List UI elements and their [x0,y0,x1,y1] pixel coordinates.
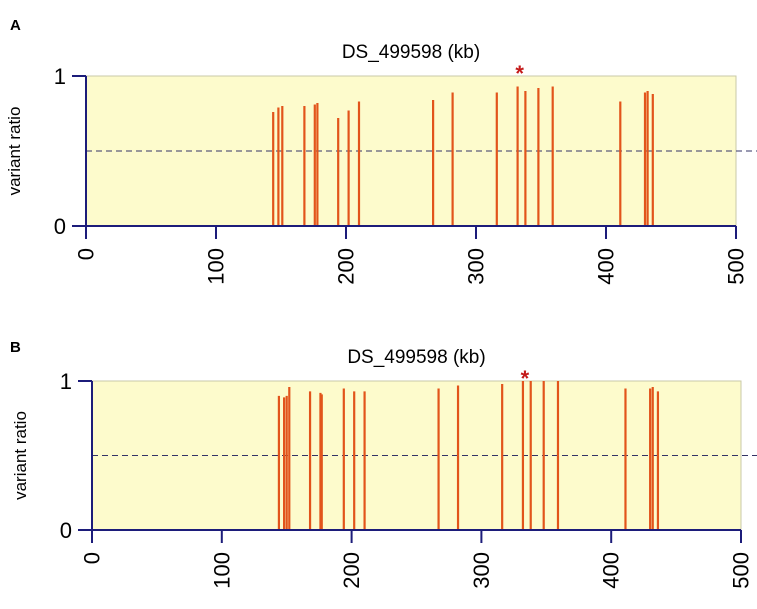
panel-label: B [10,339,21,356]
bar-group [272,86,654,226]
y-ticks: 01 [54,64,86,239]
y-axis-label: variant ratio [11,411,30,500]
panel-a: A DS_499598 (kb) variant ratio 01 0 100 20… [5,17,757,285]
y-tick-label: 0 [54,214,66,239]
panel-b: B DS_499598 (kb) variant ratio 01 0 100 20… [10,339,757,589]
x-tick-label: 200 [339,552,364,589]
x-tick-label: 0 [74,248,99,260]
y-tick-label: 1 [54,64,66,89]
y-ticks: 01 [60,369,92,543]
x-ticks: 0 100 200 300 400 500 [74,226,749,285]
bar-group [277,381,660,530]
x-tick-label: 400 [594,248,619,285]
significance-marker: * [521,366,530,391]
chart-title: DS_499598 (kb) [347,347,485,368]
x-tick-label: 200 [334,248,359,285]
x-tick-label: 100 [209,552,234,589]
x-tick-label: 300 [464,248,489,285]
x-tick-label: 0 [80,552,105,564]
x-tick-label: 500 [729,552,754,589]
x-tick-label: 300 [469,552,494,589]
significance-marker: * [515,61,524,86]
panel-label: A [10,17,21,34]
y-tick-label: 0 [60,518,72,543]
y-axis-label: variant ratio [5,107,24,196]
y-tick-label: 1 [60,369,72,394]
x-tick-label: 500 [724,248,749,285]
x-ticks: 0 100 200 300 400 500 [80,530,754,589]
x-tick-label: 100 [204,248,229,285]
chart-title: DS_499598 (kb) [342,42,480,63]
x-tick-label: 400 [599,552,624,589]
